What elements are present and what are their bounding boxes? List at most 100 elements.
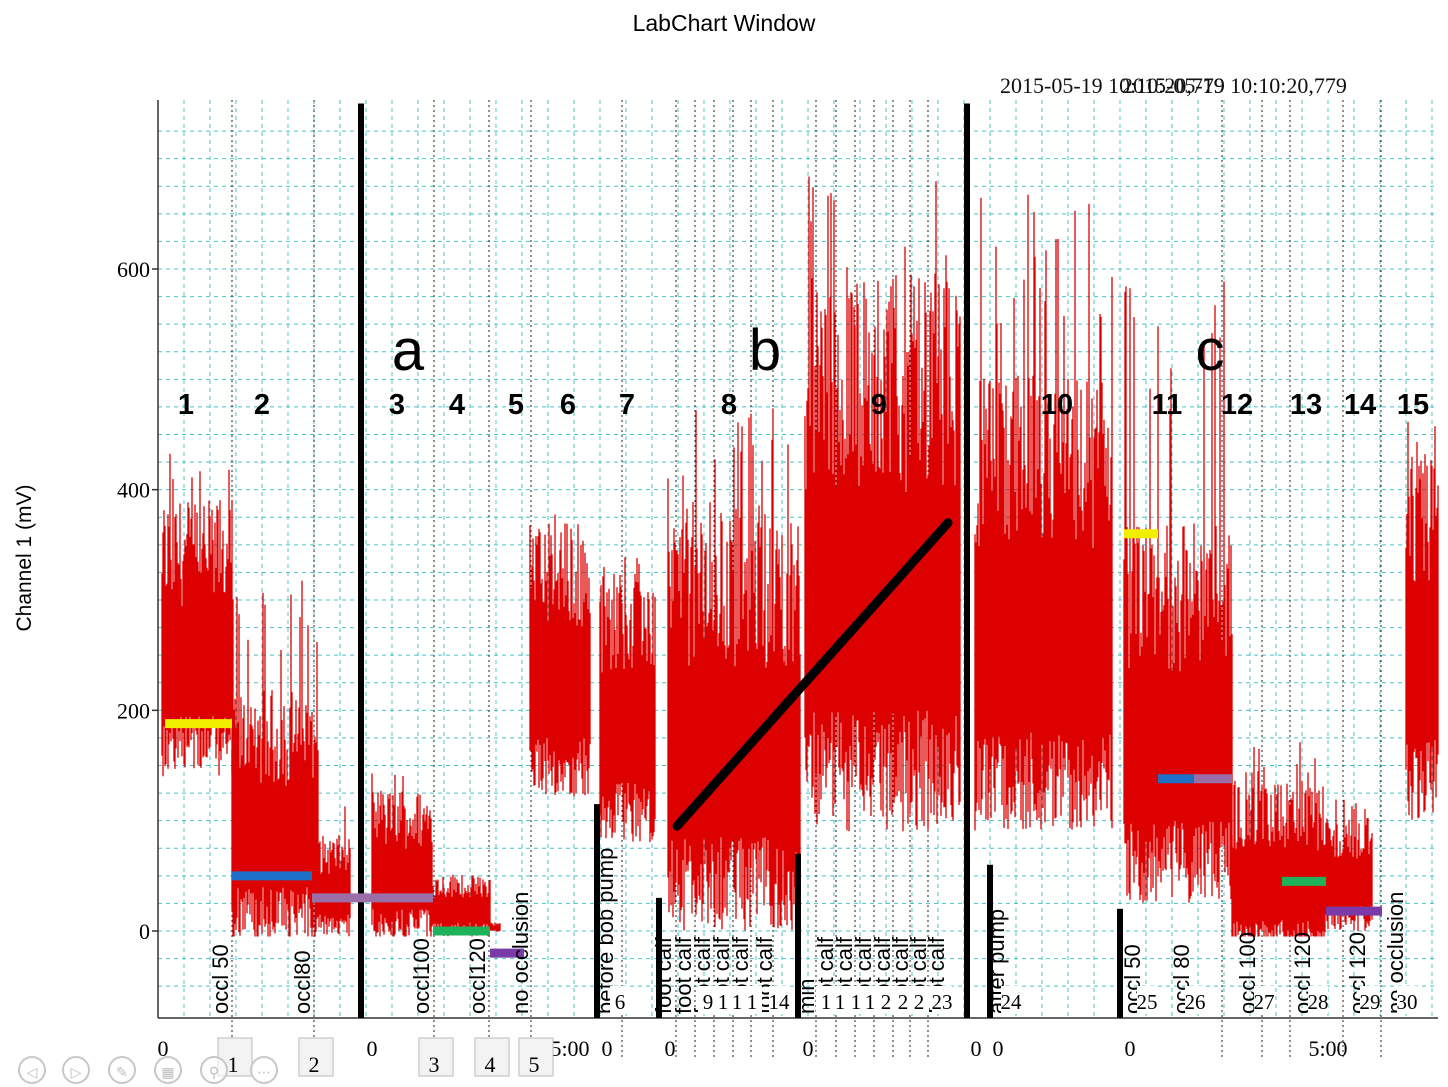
page-box-label: 3 [429, 1052, 440, 1077]
comment-number: 28 [1308, 990, 1329, 1014]
comment-number: 9 [703, 990, 714, 1014]
comment-number: 26 [1185, 990, 1206, 1014]
comment-number: 2 [898, 990, 909, 1014]
comment-number: 1 [732, 990, 743, 1014]
comment-number: 14 [769, 990, 791, 1014]
page-box [298, 1037, 334, 1077]
page-box [418, 1037, 454, 1077]
segment-number: 5 [508, 389, 524, 421]
signal-segment-6 [489, 922, 501, 932]
signal-segment-12 [1123, 281, 1233, 903]
comment-number-box [860, 986, 880, 1014]
y-tick-label: 400 [117, 478, 150, 503]
comment-number: 1 [821, 990, 832, 1014]
comment-number-box [742, 986, 762, 1014]
zoom-icon[interactable]: ⚲ [200, 1056, 228, 1084]
segment-number: 2 [254, 389, 270, 421]
trend-line [672, 518, 953, 831]
time-label: 5:00 [550, 1036, 589, 1061]
signal-segment-10 [804, 176, 961, 832]
page-box-label: 4 [485, 1052, 496, 1077]
segment-number: 12 [1221, 389, 1253, 421]
region-label-a: a [392, 318, 425, 383]
prev-slide-icon[interactable]: ◁ [18, 1056, 46, 1084]
comment-labels: occl 50 occl80 occl100 occl120 no occlusion b… [208, 848, 1408, 1014]
comment-number-box [610, 986, 630, 1014]
time-label: 0 [665, 1036, 676, 1061]
next-slide-icon[interactable]: ▷ [62, 1056, 90, 1084]
segment-number: 1 [178, 389, 194, 421]
comment-number-box [830, 986, 850, 1014]
region-label-b: b [749, 318, 781, 383]
segment-number: 10 [1041, 389, 1073, 421]
segment-number: 3 [389, 389, 405, 421]
signal-segment-7 [529, 514, 591, 797]
comment-number-box [909, 986, 929, 1014]
segment-number: 4 [449, 389, 465, 421]
segment-number: 14 [1344, 389, 1376, 421]
comment-label: occl 50 [208, 944, 233, 1014]
timestamp-right: 2015-05-19 10:10:20,779 [1122, 73, 1347, 98]
segment-labels: a b c1 2 3 4 5 6 7 8 9 10 11 12 13 14 15 [178, 318, 1429, 421]
time-label: 0 [602, 1036, 613, 1061]
comment-number-box [1397, 986, 1417, 1014]
segment-number: 8 [721, 389, 737, 421]
comment-number: 2 [881, 990, 892, 1014]
comment-number: 27 [1254, 990, 1275, 1014]
comment-number-box [1137, 986, 1157, 1014]
comment-label: occl120 [465, 938, 490, 1014]
segment-number: 13 [1290, 389, 1322, 421]
more-icon[interactable]: ⋯ [250, 1056, 278, 1084]
signal-segment-2 [231, 580, 319, 937]
comment-number-box [1185, 986, 1205, 1014]
time-label: 0 [1125, 1036, 1136, 1061]
y-axis-label: Channel 1 (mV) [13, 484, 36, 631]
comment-label: occl100 [409, 938, 434, 1014]
segment-number: 11 [1152, 389, 1183, 421]
y-tick-label: 600 [117, 257, 150, 282]
page-box-label: 2 [309, 1052, 320, 1077]
time-label: 0 [367, 1036, 378, 1061]
comment-number: 24 [1001, 990, 1023, 1014]
comment-number: 1 [835, 990, 846, 1014]
level-markers [165, 529, 1382, 958]
grid-icon[interactable]: ▦ [154, 1056, 182, 1084]
page-box-label: 1 [228, 1052, 239, 1077]
comment-number-box [1360, 986, 1380, 1014]
region-label-c: c [1196, 318, 1225, 383]
signal-segment-15 [1405, 421, 1439, 820]
comment-number-box [876, 986, 896, 1014]
time-label: 0 [993, 1036, 1004, 1061]
signal-segment-8 [599, 557, 656, 843]
page-box-label: 5 [529, 1052, 540, 1077]
trend-line-group [672, 518, 953, 831]
block-dividers [358, 103, 1123, 1018]
comment-number: 29 [1360, 990, 1381, 1014]
comment-number: 1 [865, 990, 876, 1014]
comment-number-box [1001, 986, 1021, 1014]
time-axis: 6 9 1 1 1 14 1 1 1 1 2 2 2 23 24 25 26 27 28 29 300 0 5:00 0 0 0 0… [158, 986, 1418, 1077]
signal-segment-1 [161, 453, 233, 777]
comment-label: min [794, 979, 819, 1014]
comment-number: 23 [932, 990, 953, 1014]
comment-label: occl80 [290, 950, 315, 1014]
comment-number: 25 [1137, 990, 1158, 1014]
signal-segment-9 [667, 408, 801, 931]
comment-label: foot calf [651, 936, 676, 1014]
comment-label: foot calf [671, 936, 696, 1014]
time-label: 0 [803, 1036, 814, 1061]
pen-icon[interactable]: ✎ [108, 1056, 136, 1084]
comment-number: 30 [1397, 990, 1418, 1014]
page-box [474, 1037, 510, 1077]
comment-number: 2 [914, 990, 925, 1014]
signal-segment-11 [974, 194, 1113, 831]
signal-segment-3 [317, 806, 351, 937]
comment-number: 6 [615, 990, 626, 1014]
y-tick-label: 0 [139, 919, 150, 944]
window-title: LabChart Window [633, 10, 816, 36]
page-box [518, 1037, 554, 1077]
timestamp-left: 2015-05-19 10:10:20,779 [1000, 73, 1225, 98]
comment-number: 1 [718, 990, 729, 1014]
